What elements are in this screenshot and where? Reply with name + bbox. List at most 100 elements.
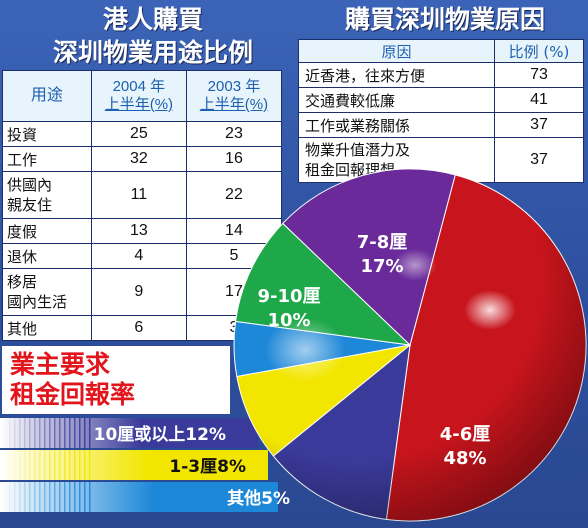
pie-slice-label: 4-6厘 [440,424,491,445]
pie-highlight-top [393,249,437,281]
yield-band-stripe [84,450,86,480]
usage-label-line: 投資 [7,125,38,144]
yield-band-stripe [84,482,86,512]
yield-band-stripe [39,482,41,512]
yield-band [0,418,258,448]
yield-band-stripe [14,450,16,480]
reason-row: 物業升值潛力及 租金回報理想 37 [298,137,584,183]
usage-table-header: 用途 2004 年 上半年(%) 2003 年 上半年(%) [2,70,283,122]
usage-label: 度假 [2,218,92,244]
left-title-line1: 港人購買 [102,5,203,34]
yield-band-stripe [64,482,66,512]
yield-band-stripe [24,482,26,512]
header-2004: 2004 年 上半年(%) [90,70,187,122]
reason-table: 原因 比例 (%) 近香港，往來方便 73 交通費較低廉 41 工作或業務關係 37 物業升… [298,39,584,183]
reason-label-line: 物業升值潛力及 [305,141,411,159]
reason-label-line: 交通費較低廉 [305,91,396,110]
usage-label-line: 退休 [7,247,38,266]
reason-label: 工作或業務關係 [298,112,495,138]
header-2003: 2003 年 上半年(%) [185,70,283,122]
owner-panel-line2: 租金回報率 [10,380,136,409]
usage-label: 供國內 親友住 [2,171,92,219]
yield-band-stripe [44,450,46,480]
yield-band-stripe [79,418,81,448]
yield-band-label: 10厘或以上12% [94,424,226,445]
right-title: 購買深圳物業原因 [344,5,545,34]
usage-table: 用途 2004 年 上半年(%) 2003 年 上半年(%) 投資 25 23 工作 3… [2,70,283,341]
pie-slice-label: 9-10厘 [257,286,320,307]
reason-value: 37 [494,137,584,183]
usage-value-2004: 9 [90,268,187,316]
yield-band-stripe [74,418,76,448]
yield-band-stripe [9,418,11,448]
reason-label-line: 工作或業務關係 [305,116,411,135]
reason-label: 近香港，往來方便 [298,62,495,88]
yield-band-stripe [29,418,31,448]
header-2004-line2: 上半年(%) [104,96,174,113]
header-2004-line1: 2004 年 [112,78,166,95]
usage-label-line: 國內生活 [7,293,68,311]
yield-band-stripe [29,482,31,512]
usage-value-2003: 22 [185,171,283,219]
yield-band-stripe [64,450,66,480]
left-title-line2: 深圳物業用途比例 [52,38,253,67]
yield-band-stripe [34,450,36,480]
pie-slice-percent: 48% [443,448,486,469]
yield-band-stripe [24,418,26,448]
header-reason: 原因 [298,39,495,63]
usage-label-line: 供國內 [7,176,53,194]
usage-label-line: 度假 [7,222,38,241]
yield-band-stripe [54,418,56,448]
usage-label-line: 移居 [7,273,38,291]
yield-band-stripe [49,482,51,512]
yield-band-stripe [69,482,71,512]
reason-row: 近香港，往來方便 73 [298,62,584,88]
yield-band-stripe [19,482,21,512]
yield-band-stripe [69,450,71,480]
yield-band-stripe [14,418,16,448]
reason-label-line: 近香港，往來方便 [305,66,426,85]
header-2003-line1: 2003 年 [207,78,261,95]
yield-band-stripe [49,450,51,480]
yield-band-stripe [89,482,91,512]
usage-value-2003: 16 [185,146,283,172]
usage-value-2004: 11 [90,171,187,219]
yield-band-stripe [59,418,61,448]
pie-shading [234,169,586,521]
yield-band-stripe [34,418,36,448]
yield-band-stripe [44,482,46,512]
yield-band-stripe [64,418,66,448]
pie-slice-label: 7-8厘 [357,232,408,253]
reason-value: 37 [494,112,584,138]
yield-band-label: 1-3厘8% [169,457,246,477]
usage-label: 其他 [2,315,92,341]
yield-band-stripe [74,450,76,480]
yield-band-stripe [49,418,51,448]
yield-band-stripe [29,450,31,480]
usage-label-line: 親友住 [7,196,53,214]
pie-highlight-red [464,290,516,330]
yield-band-stripe [74,482,76,512]
yield-band-stripe [89,450,91,480]
yield-band-stripe [39,450,41,480]
reason-label: 物業升值潛力及 租金回報理想 [298,137,495,183]
usage-value-2004: 13 [90,218,187,244]
yield-band-stripe [39,418,41,448]
yield-band-stripe [19,450,21,480]
usage-label-line: 其他 [7,319,38,338]
yield-band-stripe [14,482,16,512]
usage-label: 投資 [2,121,92,147]
usage-row: 供國內 親友住 11 22 [2,171,283,219]
pie-highlight-left [265,318,345,382]
usage-label: 移居 國內生活 [2,268,92,316]
reason-table-header: 原因 比例 (%) [298,39,584,63]
yield-band-stripe [59,482,61,512]
reason-value: 73 [494,62,584,88]
yield-band-stripe [24,450,26,480]
reason-row: 工作或業務關係 37 [298,112,584,138]
header-2003-line2: 上半年(%) [199,96,269,113]
usage-label-line: 工作 [7,150,38,169]
usage-value-2004: 6 [90,315,187,341]
usage-row: 移居 國內生活 9 17 [2,268,283,316]
